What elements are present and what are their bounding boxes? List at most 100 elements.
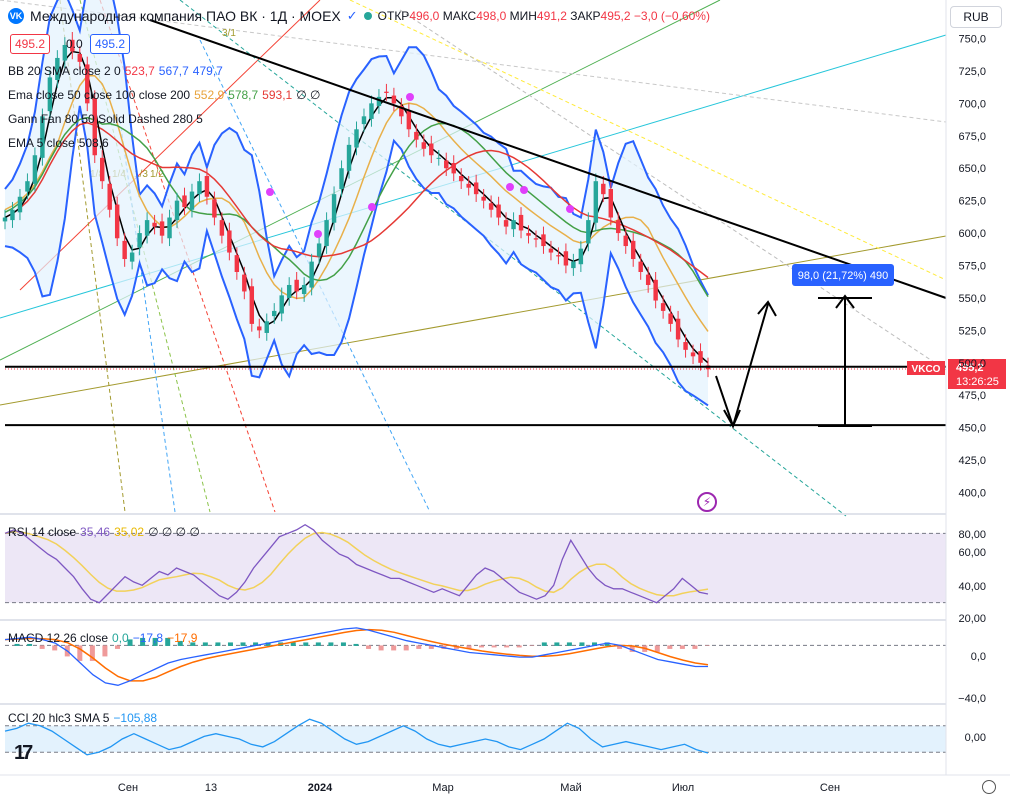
- candle-body: [660, 303, 666, 311]
- candle-body: [316, 243, 322, 257]
- gann-fan-line: [19, 0, 321, 291]
- macd-histogram-bar: [529, 645, 535, 646]
- macd-histogram-bar: [516, 645, 522, 648]
- indicator-line: [4, 627, 708, 686]
- arrow-head-down: [723, 409, 741, 429]
- gann-fan-line: [0, 0, 947, 123]
- candle-body: [698, 351, 703, 363]
- candle-body: [122, 240, 127, 260]
- price-tick-label: 400,0: [958, 488, 986, 500]
- time-tick-label: Сен: [820, 782, 840, 794]
- rsi-legend[interactable]: RSI 14 close 35,46 35,02 ∅ ∅ ∅ ∅: [8, 525, 200, 539]
- candle-body: [361, 116, 367, 125]
- macd-histogram-bar: [403, 645, 409, 651]
- price-tick-label: 725,0: [958, 66, 986, 78]
- candle-body: [339, 168, 344, 189]
- price-axis[interactable]: 750,0 725,0 700,0 675,0 650,0 625,0 600,0 575,0…: [945, 0, 986, 775]
- ticker-tag-label: VKCO: [912, 364, 941, 375]
- macd-histogram-bar: [340, 642, 346, 646]
- candle-body: [346, 144, 352, 171]
- candle-body: [451, 163, 456, 174]
- candle-body: [92, 98, 97, 156]
- macd-histogram-bar: [290, 642, 296, 646]
- measure-label-box[interactable]: [792, 264, 894, 286]
- buy-price-button[interactable]: 495.2: [90, 34, 131, 54]
- time-axis[interactable]: Сен 13 2024 Мар Май Июл Сен: [0, 774, 1010, 794]
- last-price-tag: [948, 359, 1006, 389]
- candle-body: [77, 54, 83, 62]
- ohlc-readout: ОТКР496,0 МАКС498,0 МИН491,2 ЗАКР495,2 −…: [377, 9, 710, 23]
- candle-body: [511, 220, 516, 230]
- macd-histogram-bar: [629, 645, 635, 652]
- gann-legend[interactable]: Gann Fan 80 50 Solid Dashed 280 5: [8, 112, 203, 126]
- candle-body: [376, 96, 382, 106]
- price-tick-label: 525,0: [958, 325, 986, 337]
- trend-line[interactable]: [149, 19, 947, 299]
- price-tick-label: 475,0: [958, 390, 986, 402]
- price-tick-label: 625,0: [958, 196, 986, 208]
- bb-lower-line: [4, 105, 709, 407]
- ema-lines: [4, 50, 709, 364]
- macd-histogram-bar: [77, 645, 83, 661]
- cci-legend[interactable]: CCI 20 hlc3 SMA 5 −105,88: [8, 711, 158, 725]
- candle-body: [324, 220, 329, 247]
- macd-histogram-bar: [253, 642, 259, 646]
- candle-body: [541, 234, 546, 247]
- forecast-path[interactable]: [715, 303, 769, 430]
- macd-histogram-bar: [102, 645, 108, 657]
- candle-body: [32, 155, 38, 184]
- candle-body: [279, 295, 284, 314]
- price-tick-label: 600,0: [958, 228, 986, 240]
- eye-icon[interactable]: ✓: [346, 8, 358, 23]
- sell-price-button[interactable]: 495.2: [10, 34, 51, 54]
- macd-histogram-bar: [315, 642, 321, 646]
- drawings: 98,0 (21,72%) 490 VKCO 495,2 13:26:25: [5, 19, 1006, 430]
- candle-body: [242, 274, 247, 292]
- currency-select[interactable]: RUB: [950, 6, 1002, 28]
- candle-body: [653, 279, 658, 301]
- price-tick-label: 500,0: [958, 358, 986, 370]
- candle-body: [249, 286, 255, 324]
- ema5-legend[interactable]: EMA 5 close 508,6: [8, 136, 109, 150]
- candle-body: [182, 195, 187, 208]
- macd-histogram-bar: [366, 645, 372, 649]
- bb-legend[interactable]: BB 20 SMA close 2 0 523,7 567,7 479,7: [8, 64, 223, 78]
- macd-histogram-bar: [152, 637, 158, 646]
- pane-tick-label: 0,0: [971, 651, 986, 663]
- macd-histogram-bar: [579, 642, 585, 646]
- candle-body: [159, 221, 165, 236]
- ema3-legend[interactable]: Ema close 50 close 100 close 200 552,9 578…: [8, 88, 321, 102]
- symbol-title[interactable]: Международная компания ПАО ВК · 1Д · MOE…: [30, 8, 341, 24]
- chart-header: VK Международная компания ПАО ВК · 1Д · …: [8, 6, 710, 26]
- macd-histogram-bar: [215, 642, 221, 646]
- indicator-line: [4, 523, 709, 604]
- candle-body: [503, 220, 509, 227]
- time-tick-label: 2024: [308, 782, 333, 794]
- macd-histogram-bar: [127, 639, 133, 646]
- time-tick-label: Май: [560, 782, 582, 794]
- flash-event-icon[interactable]: ⚡: [697, 492, 717, 512]
- candle-body: [309, 261, 314, 288]
- pane-tick-label: 80,00: [958, 529, 986, 541]
- candle-body: [25, 181, 30, 192]
- candles: [2, 32, 711, 378]
- candle-body: [399, 105, 404, 117]
- price-tick-label: 675,0: [958, 131, 986, 143]
- candle-body: [563, 251, 569, 266]
- price-tick-label: 425,0: [958, 455, 986, 467]
- timezone-settings-icon[interactable]: [982, 780, 996, 794]
- macd-histogram-bar: [177, 640, 183, 646]
- candle-body: [100, 157, 105, 182]
- candle-body: [197, 181, 202, 195]
- macd-histogram-bar: [140, 637, 146, 646]
- spread-value: 0.0: [66, 37, 83, 51]
- candle-body: [578, 248, 584, 265]
- candle-body: [294, 279, 299, 292]
- candle-body: [623, 235, 628, 247]
- candle-body: [114, 204, 120, 239]
- candle-body: [608, 188, 613, 218]
- candle-body: [10, 209, 15, 221]
- macd-legend[interactable]: MACD 12 26 close 0,0 −17,8 −17,9: [8, 631, 198, 645]
- gann-fan-line: [349, 0, 947, 281]
